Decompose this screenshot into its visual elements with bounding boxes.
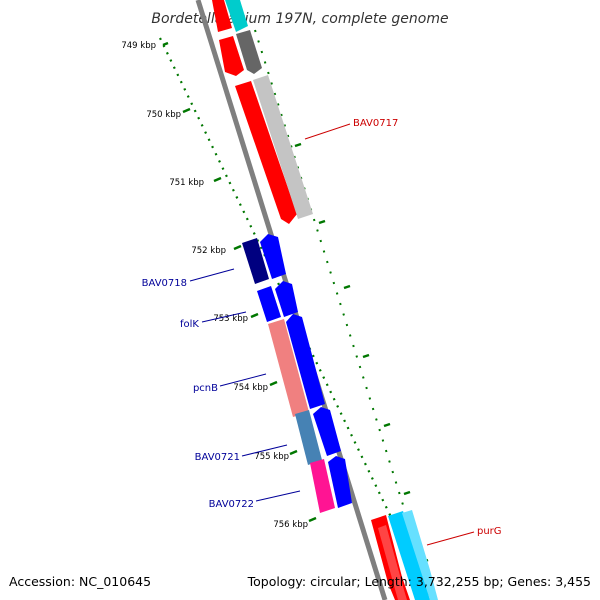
gene-label-bav0717[interactable]: BAV0717: [353, 118, 398, 129]
gene-feature: [378, 525, 407, 600]
gene-label-group: BAV0717 BAV0718 folK pcnB BAV0721 BAV072…: [142, 118, 502, 537]
ruler-tick: [318, 219, 326, 225]
callout-line: [219, 373, 267, 387]
gene-feature: [310, 459, 335, 513]
gene-feature: [313, 407, 341, 456]
callout-line: [426, 531, 475, 546]
genome-summary-text: Topology: circular; Length: 3,732,255 bp…: [247, 574, 591, 589]
gene-label-purg[interactable]: purG: [477, 526, 502, 537]
gene-features: [212, 0, 438, 600]
gene-feature: [242, 238, 269, 284]
gene-label-pcnb[interactable]: pcnB: [193, 383, 218, 394]
outer-ruler-ticks: [294, 142, 429, 564]
gene-feature: [328, 456, 352, 508]
ruler-tick: [269, 380, 278, 387]
gene-feature: [235, 81, 297, 224]
map-title: Bordetella avium 197N, complete genome: [151, 11, 448, 27]
gene-label-folk[interactable]: folK: [180, 319, 199, 330]
gene-feature: [275, 281, 298, 317]
gene-feature: [219, 36, 244, 76]
gene-feature: [257, 286, 281, 322]
gene-feature: [286, 314, 325, 409]
outer-ruler-line: [254, 29, 433, 599]
tick-label-754: 754 kbp: [233, 383, 268, 393]
ruler-tick: [162, 41, 169, 47]
tick-label-749: 749 kbp: [121, 41, 156, 51]
ruler-ticks: [162, 41, 317, 523]
ruler-tick: [343, 284, 351, 290]
gene-label-bav0721[interactable]: BAV0721: [195, 452, 240, 463]
callout-line: [255, 490, 301, 502]
gene-feature: [236, 30, 262, 74]
tick-label-753: 753 kbp: [213, 314, 248, 324]
gene-feature: [253, 75, 313, 219]
tick-label-752: 752 kbp: [191, 246, 226, 256]
tick-label-751: 751 kbp: [169, 178, 204, 188]
gene-feature: [388, 511, 430, 600]
tick-label-756: 756 kbp: [273, 520, 308, 530]
gene-feature: [225, 0, 248, 32]
ruler-tick: [308, 516, 317, 523]
callout-line: [304, 123, 351, 140]
gene-label-bav0718[interactable]: BAV0718: [142, 278, 187, 289]
callout-line: [189, 268, 235, 282]
gene-label-bav0722[interactable]: BAV0722: [209, 499, 254, 510]
callout-line: [241, 444, 288, 457]
tick-label-750: 750 kbp: [146, 110, 181, 120]
callout-line: [201, 311, 247, 323]
ruler-labels: 749 kbp 750 kbp 751 kbp 752 kbp 753 kbp …: [121, 41, 308, 530]
ruler-tick: [213, 176, 222, 183]
ruler-tick: [289, 449, 298, 456]
ruler-tick: [250, 312, 259, 319]
accession-text: Accession: NC_010645: [9, 574, 151, 589]
gene-feature: [212, 0, 232, 32]
ruler-tick: [294, 142, 302, 148]
ruler-tick: [403, 490, 411, 496]
tick-label-755: 755 kbp: [254, 452, 289, 462]
ruler-tick: [362, 353, 370, 359]
ruler-tick: [182, 107, 191, 114]
gene-feature: [402, 510, 438, 600]
gene-feature: [260, 234, 286, 279]
ruler-tick: [383, 422, 391, 428]
ruler-tick: [233, 244, 242, 251]
gene-callouts: [189, 123, 475, 546]
gene-feature: [295, 410, 322, 465]
gene-feature: [268, 319, 309, 417]
